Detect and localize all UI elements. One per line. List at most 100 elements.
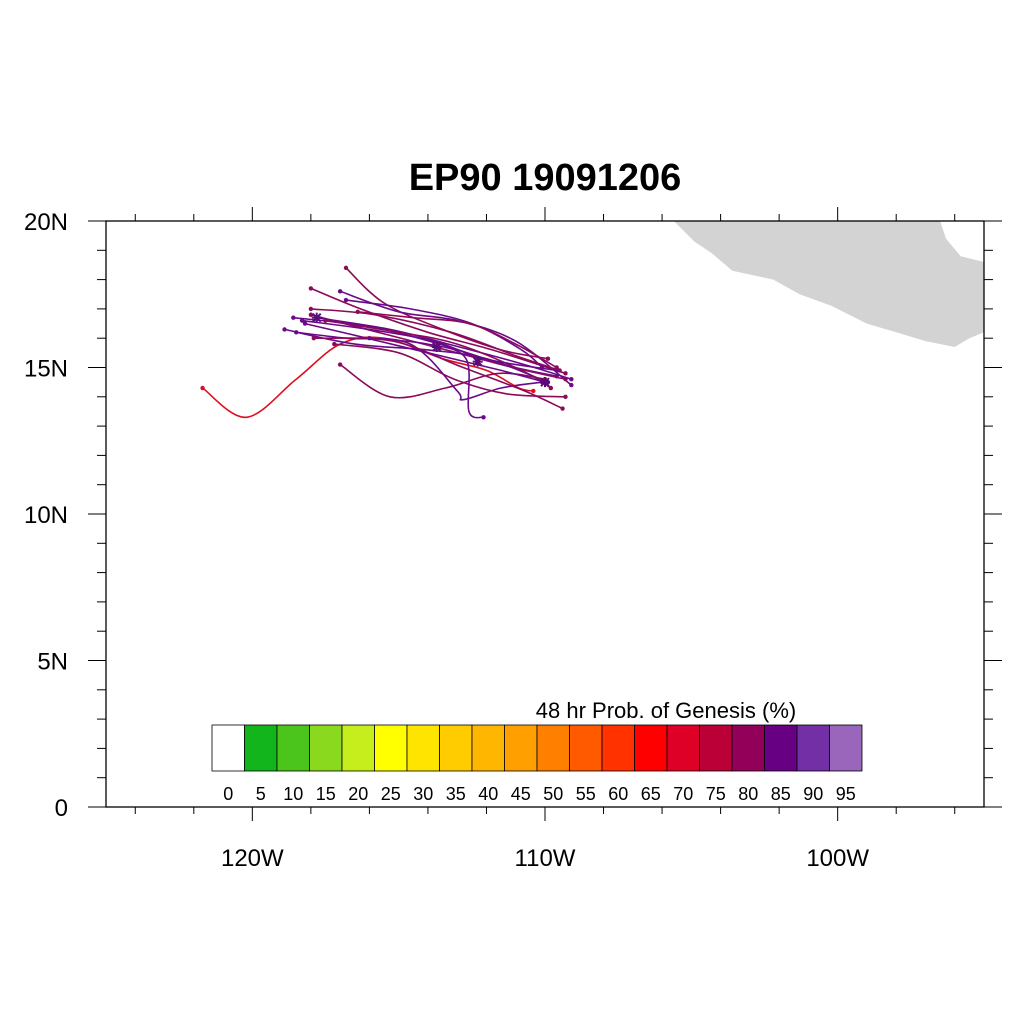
track-start-dot [308,286,314,291]
track-end-dot [569,382,574,388]
y-tick-label: 10N [24,502,68,529]
colorbar-box-90 [796,724,830,772]
colorbar-box-25 [374,724,408,772]
colorbar-box-0 [211,724,245,772]
colorbar-box-80 [731,724,765,772]
track-start-dot [311,336,316,341]
track-start-dot [302,321,308,326]
y-tick-label: 0 [55,795,68,822]
track-start-dot [323,318,328,323]
colorbar-box-5 [244,724,278,772]
colorbar-box-65 [634,724,668,772]
colorbar-label: 20 [348,784,368,804]
forecast-track-8 [310,314,566,380]
storm-marker-icon [540,377,550,388]
track-start-dot [299,318,305,323]
y-tick-label: 20N [24,209,68,236]
colorbar-box-35 [439,724,473,772]
x-tick-label: 110W [515,845,576,872]
colorbar-label: 75 [706,784,726,804]
track-start-dot [332,341,337,347]
colorbar-label: 80 [738,784,758,804]
colorbar-box-75 [699,724,733,772]
track-start-dot [337,289,343,294]
forecast-track-17 [301,319,557,372]
colorbar-box-10 [276,724,310,772]
track-start-dot [308,312,314,317]
colorbar-box-45 [504,724,538,772]
track-start-dot [355,309,360,315]
colorbar-label: 5 [256,784,266,804]
forecast-track-9 [316,316,572,380]
track-end-dot [563,394,568,399]
probability-colorbar: 48 hr Prob. of Genesis (%) 0 5 10 15 20 25 30 3… [211,698,863,804]
colorbar-label: 95 [836,784,856,804]
colorbar-label: 30 [413,784,433,804]
track-end-dot [554,365,559,370]
forecast-track-3 [310,287,566,375]
forecast-track-18 [357,311,558,369]
colorbar-box-60 [601,724,635,772]
track-start-dot [343,265,349,271]
forecast-track-14 [334,343,566,398]
colorbar-label: 35 [446,784,466,804]
colorbar-box-20 [341,724,375,772]
colorbar-box-70 [666,724,700,772]
colorbar-label: 90 [803,784,823,804]
colorbar-label: 45 [511,784,531,804]
colorbar-label: 60 [608,784,628,804]
track-start-dot [343,297,349,303]
track-start-dot [308,306,314,312]
storm-marker-icon [472,356,483,367]
colorbar-label: 70 [673,784,693,804]
colorbar-box-40 [471,724,505,772]
storm-center-markers [311,312,550,388]
track-start-dot [200,385,205,391]
track-start-dot [294,330,299,335]
track-start-dot [337,362,343,367]
colorbar-label: 85 [771,784,791,804]
colorbar-box-15 [309,724,343,772]
colorbar-label: 50 [543,784,563,804]
colorbar-box-95 [829,724,863,772]
map-title: EP90 19091206 [409,157,682,199]
colorbar-label: 0 [223,784,233,804]
track-end-dot [560,406,565,411]
forecast-tracks [200,265,574,420]
colorbar-label: 15 [316,784,336,804]
colorbar-box-55 [569,724,603,772]
track-start-dot [282,327,287,332]
plot-background [106,221,984,807]
storm-marker-icon [311,312,322,323]
y-tick-label: 5N [37,649,68,676]
forecast-track-6 [310,308,560,372]
colorbar-label: 65 [641,784,661,804]
forecast-track-15 [369,337,484,419]
plot-frame [105,220,985,808]
x-tick-label: 120W [221,845,284,872]
colorbar-title: 48 hr Prob. of Genesis (%) [536,698,796,723]
colorbar-label: 55 [576,784,596,804]
colorbar-label: 40 [478,784,498,804]
track-end-dot [545,356,551,361]
axis-ticks [88,207,1002,821]
colorbar-label: 10 [283,784,303,804]
forecast-track-11 [284,328,549,383]
land-mexico-coast [673,221,984,347]
colorbar-label: 25 [381,784,401,804]
track-end-dot [548,385,554,391]
track-end-dot [481,415,486,420]
x-tick-label: 100W [806,845,869,872]
y-tick-label: 15N [24,356,68,383]
track-end-dot [569,377,574,382]
track-end-dot [531,388,536,394]
axis-tick-labels: 120W 110W 100W 0 5N 10N 15N 20N [24,209,869,872]
forecast-track-19 [304,322,546,383]
colorbar-box-50 [536,724,570,772]
track-start-dot [291,315,296,320]
track-end-dot [563,371,568,376]
colorbar-box-30 [406,724,440,772]
storm-marker-icon [431,341,442,352]
colorbar-box-85 [764,724,798,772]
